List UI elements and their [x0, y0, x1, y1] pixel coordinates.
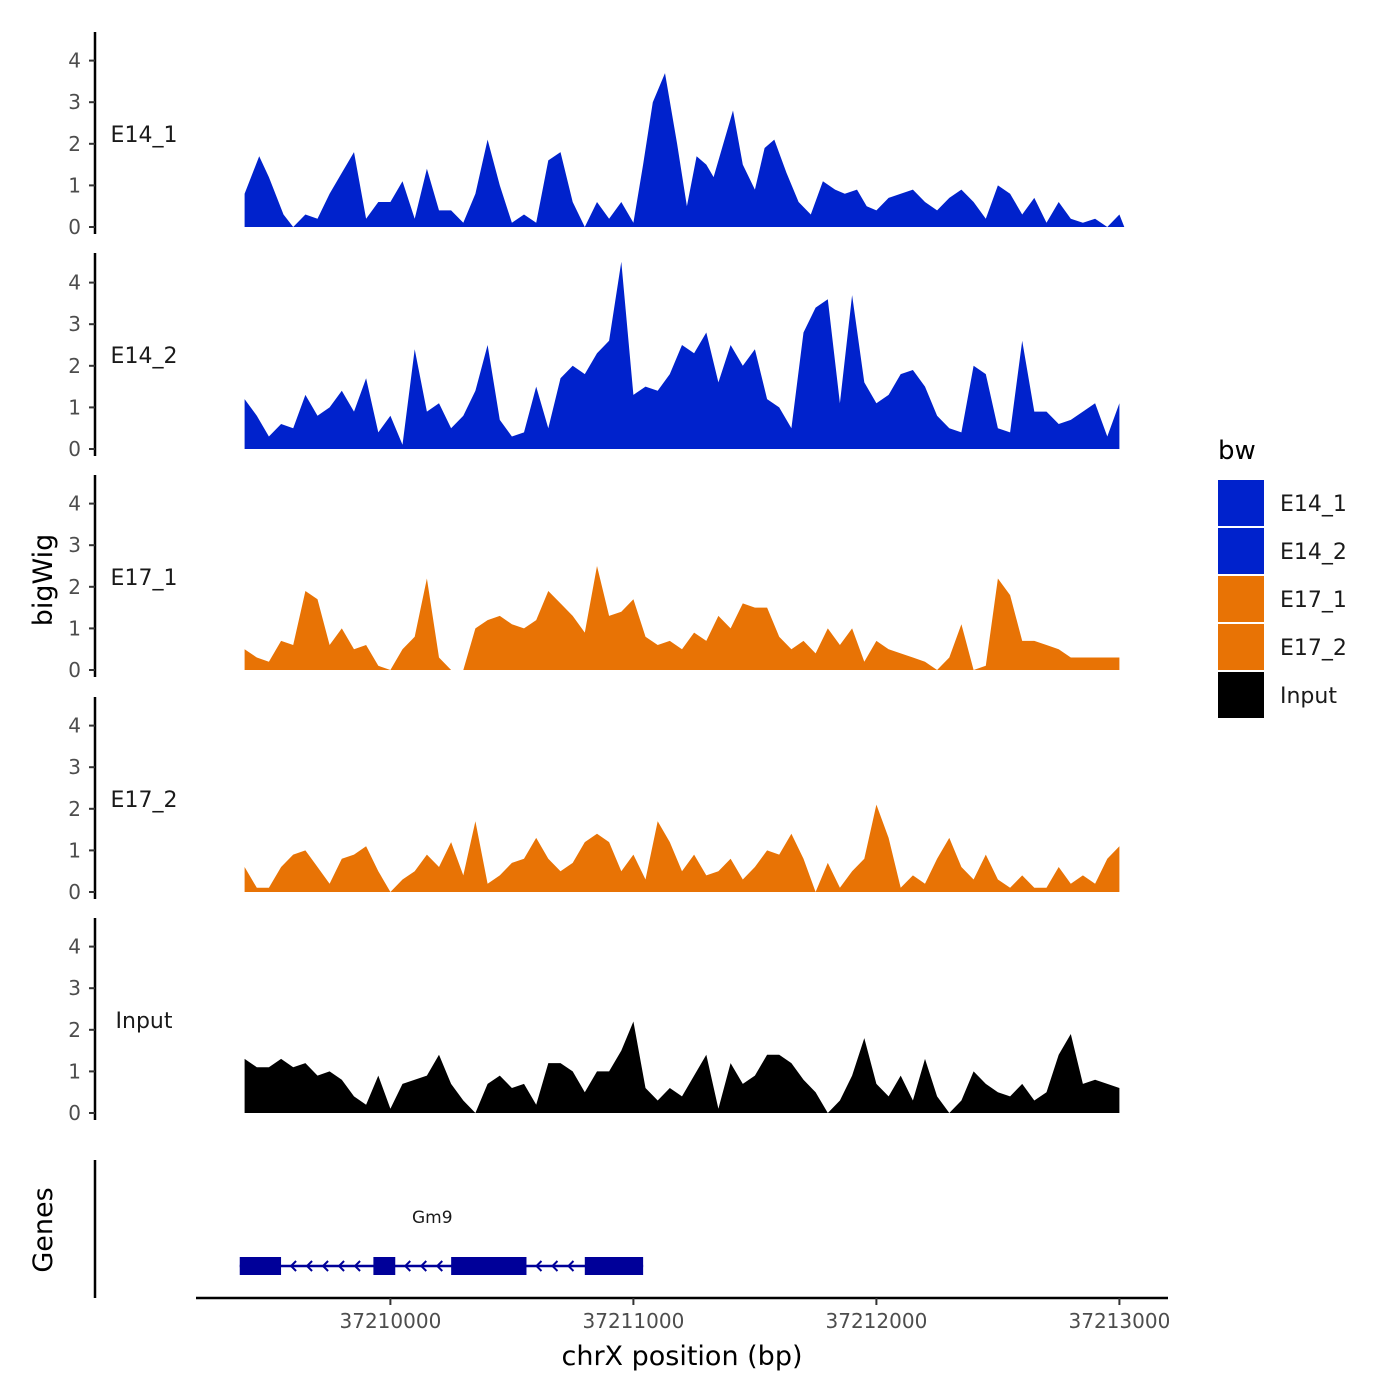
y-tick-label: 0 [68, 658, 81, 682]
gene-exon [451, 1257, 527, 1275]
track-E14_2: 0 1 2 3 4 E14_2 [68, 253, 1120, 461]
y-tick-label: 3 [68, 976, 81, 1000]
y-tick-label: 0 [68, 215, 81, 239]
genes-track-label: Genes [28, 1187, 59, 1272]
y-tick-label: 3 [68, 312, 81, 336]
area-Input [244, 1021, 1120, 1113]
y-tick-label: 3 [68, 755, 81, 779]
area-E17_1 [244, 566, 1120, 670]
genes-track: Genes Gm9 [28, 1160, 644, 1298]
track-label-E14_2: E14_2 [111, 344, 178, 369]
y-tick-label: 0 [68, 1101, 81, 1125]
x-axis: 37210000 37211000 37212000 37213000 [196, 1296, 1171, 1333]
gene-exon [239, 1257, 282, 1275]
track-label-E14_1: E14_1 [111, 123, 178, 148]
y-tick-label: 0 [68, 880, 81, 904]
area-E14_1 [244, 73, 1125, 227]
y-tick-label: 4 [68, 492, 81, 516]
strand-arrow [337, 1260, 345, 1272]
legend-title: bw [1218, 436, 1256, 466]
legend: bw E14_1 E14_2 E17_1 E17_2 Input [1218, 436, 1347, 718]
strand-arrow [435, 1260, 443, 1272]
y-tick-label: 4 [68, 49, 81, 73]
gene-exon [373, 1257, 396, 1275]
y-tick-label: 1 [68, 173, 81, 197]
track-E14_1: 0 1 2 3 4 E14_1 [68, 32, 1125, 239]
legend-key-E17_1 [1218, 576, 1264, 622]
y-tick-label: 4 [68, 271, 81, 295]
y-tick-label: 1 [68, 1059, 81, 1083]
y-tick-label: 1 [68, 395, 81, 419]
legend-label-E14_1: E14_1 [1280, 492, 1347, 517]
x-tick-label: 37211000 [583, 1309, 685, 1333]
legend-key-E14_2 [1218, 528, 1264, 574]
signal-tracks: 0 1 2 3 4 E14_1 0 1 2 3 4 E14_2 0 1 2 3 4 E17_1 0 1 2 3 4 E17_2… [68, 32, 1125, 1125]
y-tick-label: 2 [68, 797, 81, 821]
x-axis-title: chrX position (bp) [561, 1341, 802, 1372]
legend-key-E17_2 [1218, 624, 1264, 670]
strand-arrow [535, 1260, 543, 1272]
y-tick-label: 2 [68, 575, 81, 599]
strand-arrow [305, 1260, 313, 1272]
y-tick-label: 2 [68, 1018, 81, 1042]
legend-key-E14_1 [1218, 480, 1264, 526]
x-tick-label: 37210000 [340, 1309, 442, 1333]
legend-label-E14_2: E14_2 [1280, 540, 1347, 565]
track-E17_2: 0 1 2 3 4 E17_2 [68, 697, 1120, 904]
strand-arrow [353, 1260, 361, 1272]
y-tick-label: 3 [68, 533, 81, 557]
legend-key-Input [1218, 672, 1264, 718]
y-tick-label: 1 [68, 616, 81, 640]
legend-label-E17_1: E17_1 [1280, 588, 1347, 613]
y-tick-label: 2 [68, 354, 81, 378]
area-E14_2 [244, 261, 1120, 449]
area-E17_2 [244, 804, 1120, 892]
track-label-Input: Input [116, 1009, 173, 1034]
track-Input: 0 1 2 3 4 Input [68, 918, 1120, 1125]
track-E17_1: 0 1 2 3 4 E17_1 [68, 475, 1120, 682]
y-tick-label: 0 [68, 437, 81, 461]
strand-arrow [419, 1260, 427, 1272]
strand-arrow [289, 1260, 297, 1272]
y-tick-label: 2 [68, 132, 81, 156]
legend-label-E17_2: E17_2 [1280, 636, 1347, 661]
strand-arrow [321, 1260, 329, 1272]
y-tick-label: 4 [68, 714, 81, 738]
track-label-E17_1: E17_1 [111, 566, 178, 591]
legend-label-Input: Input [1280, 684, 1337, 709]
gene-exon [584, 1257, 644, 1275]
x-tick-label: 37212000 [826, 1309, 928, 1333]
y-tick-label: 1 [68, 838, 81, 862]
strand-arrow [567, 1260, 575, 1272]
strand-arrow [403, 1260, 411, 1272]
y-axis-title: bigWig [28, 534, 59, 627]
y-tick-label: 3 [68, 90, 81, 114]
y-tick-label: 4 [68, 935, 81, 959]
gene-name: Gm9 [412, 1208, 453, 1228]
strand-arrow [551, 1260, 559, 1272]
track-label-E17_2: E17_2 [111, 788, 178, 813]
x-tick-label: 37213000 [1069, 1309, 1171, 1333]
